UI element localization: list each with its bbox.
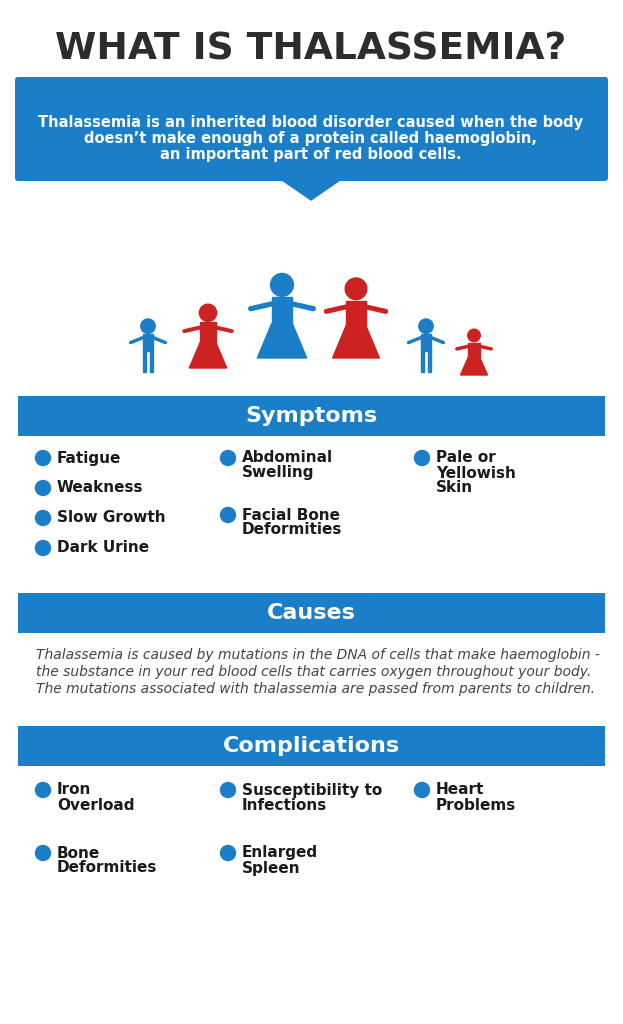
Text: Symptoms: Symptoms: [245, 406, 377, 426]
Circle shape: [414, 782, 429, 798]
Text: Complications: Complications: [222, 736, 399, 756]
Text: Weakness: Weakness: [57, 480, 143, 496]
Text: Skin: Skin: [436, 480, 473, 496]
Text: the substance in your red blood cells that carries oxygen throughout your body.: the substance in your red blood cells th…: [36, 665, 591, 679]
Circle shape: [141, 319, 155, 334]
Polygon shape: [189, 343, 227, 368]
Circle shape: [36, 846, 50, 860]
Text: Deformities: Deformities: [57, 860, 158, 876]
Circle shape: [221, 846, 235, 860]
Polygon shape: [150, 351, 153, 372]
Circle shape: [221, 508, 235, 522]
FancyBboxPatch shape: [18, 726, 605, 766]
Text: doesn’t make enough of a protein called haemoglobin,: doesn’t make enough of a protein called …: [85, 131, 538, 146]
Polygon shape: [272, 297, 292, 324]
Text: Causes: Causes: [267, 603, 356, 623]
Circle shape: [36, 541, 50, 555]
Text: Enlarged: Enlarged: [242, 846, 318, 860]
Text: Infections: Infections: [242, 798, 327, 812]
Text: an important part of red blood cells.: an important part of red blood cells.: [160, 147, 462, 163]
Text: The mutations associated with thalassemia are passed from parents to children.: The mutations associated with thalassemi…: [36, 682, 595, 696]
FancyBboxPatch shape: [15, 77, 608, 181]
Text: Deformities: Deformities: [242, 522, 343, 538]
Polygon shape: [428, 351, 431, 372]
Polygon shape: [468, 343, 480, 357]
Polygon shape: [279, 178, 343, 200]
Circle shape: [270, 273, 293, 296]
Circle shape: [36, 511, 50, 525]
Text: Abdominal: Abdominal: [242, 451, 333, 466]
Text: Swelling: Swelling: [242, 466, 315, 480]
Text: Thalassemia is caused by mutations in the DNA of cells that make haemoglobin -: Thalassemia is caused by mutations in th…: [36, 648, 600, 662]
Circle shape: [345, 278, 367, 300]
Circle shape: [199, 304, 217, 322]
Circle shape: [414, 451, 429, 466]
Circle shape: [468, 329, 480, 342]
Polygon shape: [346, 301, 366, 326]
Polygon shape: [257, 324, 307, 358]
Text: Heart: Heart: [436, 782, 484, 798]
Polygon shape: [143, 335, 153, 351]
Text: Facial Bone: Facial Bone: [242, 508, 340, 522]
Text: Dark Urine: Dark Urine: [57, 541, 149, 555]
Polygon shape: [460, 357, 488, 375]
Text: Problems: Problems: [436, 798, 516, 812]
Text: Pale or: Pale or: [436, 451, 496, 466]
Polygon shape: [333, 326, 379, 358]
Circle shape: [36, 451, 50, 466]
Text: Slow Growth: Slow Growth: [57, 511, 166, 525]
Text: Yellowish: Yellowish: [436, 466, 516, 480]
Circle shape: [221, 782, 235, 798]
Text: Overload: Overload: [57, 798, 135, 812]
FancyBboxPatch shape: [18, 593, 605, 633]
Text: Fatigue: Fatigue: [57, 451, 121, 466]
Text: Bone: Bone: [57, 846, 100, 860]
Text: Susceptibility to: Susceptibility to: [242, 782, 383, 798]
Polygon shape: [200, 323, 216, 343]
FancyBboxPatch shape: [18, 396, 605, 436]
Circle shape: [36, 480, 50, 496]
Polygon shape: [421, 351, 424, 372]
Circle shape: [221, 451, 235, 466]
Text: Spleen: Spleen: [242, 860, 301, 876]
Circle shape: [36, 782, 50, 798]
Text: Thalassemia is an inherited blood disorder caused when the body: Thalassemia is an inherited blood disord…: [39, 116, 584, 130]
Polygon shape: [143, 351, 146, 372]
Circle shape: [419, 319, 433, 334]
Text: WHAT IS THALASSEMIA?: WHAT IS THALASSEMIA?: [55, 32, 567, 68]
Text: Iron: Iron: [57, 782, 92, 798]
Polygon shape: [421, 335, 431, 351]
